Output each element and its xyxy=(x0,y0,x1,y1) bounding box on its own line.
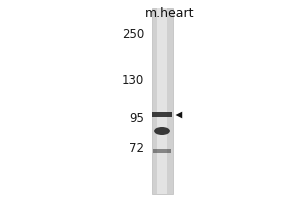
Bar xyxy=(157,8,167,194)
Bar xyxy=(152,8,172,194)
Bar xyxy=(153,149,171,153)
Text: m.heart: m.heart xyxy=(145,7,195,20)
Bar xyxy=(152,112,172,117)
Text: 95: 95 xyxy=(129,112,144,126)
Text: 72: 72 xyxy=(129,142,144,156)
Text: 250: 250 xyxy=(122,28,144,42)
Ellipse shape xyxy=(154,127,170,135)
Text: 130: 130 xyxy=(122,73,144,86)
Polygon shape xyxy=(176,112,182,118)
